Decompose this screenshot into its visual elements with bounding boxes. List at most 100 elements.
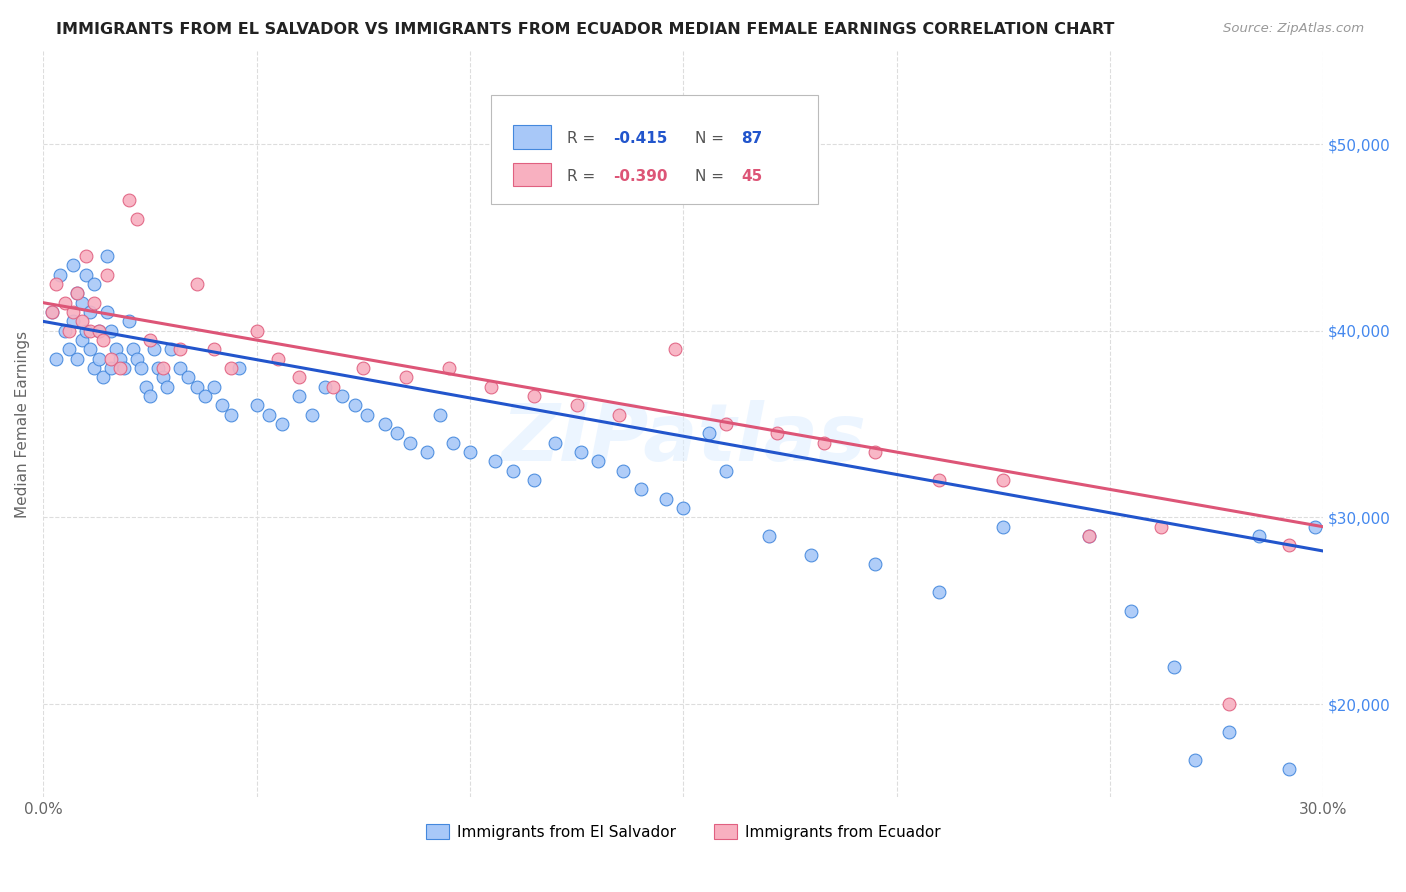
Point	[100, 351, 122, 366]
Point	[586, 454, 609, 468]
Point	[865, 445, 887, 459]
Point	[301, 408, 323, 422]
Point	[288, 370, 311, 384]
Point	[655, 491, 678, 506]
Text: Source: ZipAtlas.com: Source: ZipAtlas.com	[1223, 22, 1364, 36]
Point	[928, 585, 950, 599]
Point	[565, 398, 588, 412]
Point	[70, 295, 93, 310]
Point	[53, 324, 76, 338]
Text: 45: 45	[741, 169, 762, 184]
Point	[1077, 529, 1099, 543]
Point	[813, 435, 835, 450]
Point	[177, 370, 200, 384]
Point	[374, 417, 396, 431]
Point	[429, 408, 451, 422]
Point	[714, 464, 737, 478]
Point	[194, 389, 217, 403]
Text: R =: R =	[567, 169, 600, 184]
Point	[121, 343, 143, 357]
Point	[83, 361, 105, 376]
Point	[62, 314, 84, 328]
Point	[1303, 520, 1326, 534]
Point	[108, 361, 131, 376]
Point	[66, 286, 89, 301]
Point	[1218, 697, 1240, 711]
Point	[186, 277, 208, 291]
Point	[169, 361, 191, 376]
Point	[800, 548, 823, 562]
Text: R =: R =	[567, 131, 600, 146]
Point	[322, 380, 344, 394]
Point	[1278, 538, 1301, 552]
FancyBboxPatch shape	[491, 95, 818, 203]
Point	[352, 361, 374, 376]
Point	[100, 324, 122, 338]
Point	[58, 343, 80, 357]
Point	[83, 295, 105, 310]
Point	[117, 314, 139, 328]
Point	[479, 380, 502, 394]
Point	[714, 417, 737, 431]
Point	[245, 398, 267, 412]
Point	[152, 370, 174, 384]
Text: ZIPatlas: ZIPatlas	[501, 400, 866, 478]
Point	[630, 483, 652, 497]
Point	[152, 361, 174, 376]
Point	[211, 398, 233, 412]
Point	[865, 557, 887, 571]
Point	[399, 435, 422, 450]
Point	[523, 389, 546, 403]
Point	[1218, 725, 1240, 739]
Point	[343, 398, 366, 412]
Point	[271, 417, 294, 431]
Point	[458, 445, 481, 459]
Point	[156, 380, 179, 394]
Point	[437, 361, 460, 376]
Text: -0.415: -0.415	[613, 131, 668, 146]
Point	[104, 343, 127, 357]
Point	[758, 529, 780, 543]
Point	[45, 277, 67, 291]
Point	[160, 343, 183, 357]
Point	[202, 343, 225, 357]
Point	[441, 435, 464, 450]
Point	[87, 324, 110, 338]
Point	[139, 389, 162, 403]
Point	[1150, 520, 1173, 534]
Point	[41, 305, 63, 319]
Point	[79, 305, 101, 319]
Point	[108, 351, 131, 366]
Point	[75, 249, 97, 263]
FancyBboxPatch shape	[513, 126, 551, 149]
Point	[356, 408, 378, 422]
Point	[87, 324, 110, 338]
Point	[186, 380, 208, 394]
Point	[416, 445, 439, 459]
Point	[41, 305, 63, 319]
Point	[502, 464, 524, 478]
Point	[70, 333, 93, 347]
Point	[169, 343, 191, 357]
Point	[53, 295, 76, 310]
Point	[228, 361, 250, 376]
Point	[139, 333, 162, 347]
Point	[75, 268, 97, 282]
Point	[125, 211, 148, 226]
Point	[125, 351, 148, 366]
Point	[87, 351, 110, 366]
Point	[1249, 529, 1271, 543]
Text: -0.390: -0.390	[613, 169, 668, 184]
Point	[219, 361, 242, 376]
Point	[993, 473, 1015, 487]
Text: N =: N =	[695, 169, 728, 184]
Y-axis label: Median Female Earnings: Median Female Earnings	[15, 331, 30, 517]
Point	[135, 380, 157, 394]
Point	[79, 343, 101, 357]
Point	[45, 351, 67, 366]
Point	[245, 324, 267, 338]
Point	[314, 380, 336, 394]
Point	[96, 305, 118, 319]
Point	[544, 435, 567, 450]
Point	[928, 473, 950, 487]
